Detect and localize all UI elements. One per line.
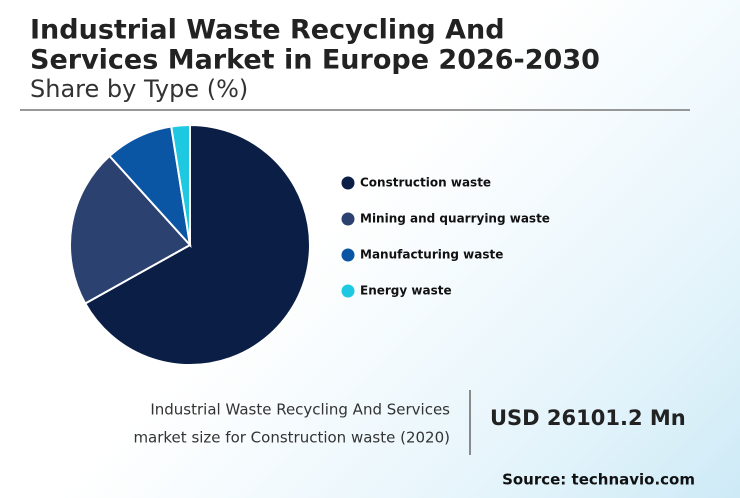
chart-title: Industrial Waste Recycling And [30, 15, 505, 46]
legend-swatch [341, 176, 355, 190]
summary-text: Industrial Waste Recycling And Services [150, 401, 450, 419]
legend-label: Energy waste [360, 284, 452, 298]
legend-label: Manufacturing waste [360, 248, 503, 262]
pie-slice [83, 123, 311, 366]
legend-label: Construction waste [360, 176, 491, 190]
summary-text: market size for Construction waste (2020… [133, 429, 450, 447]
source: Source: technavio.com [502, 471, 695, 489]
legend-swatch [341, 284, 355, 298]
legend-swatch [341, 212, 355, 226]
legend-swatch [341, 248, 355, 262]
chart-subtitle: Share by Type (%) [30, 75, 248, 103]
pie-slice [170, 123, 191, 246]
chart-title: Services Market in Europe 2026-2030 [30, 45, 600, 76]
pie-slice [69, 154, 192, 305]
summary-value: USD 26101.2 Mn [490, 406, 686, 430]
legend-label: Mining and quarrying waste [360, 212, 550, 226]
